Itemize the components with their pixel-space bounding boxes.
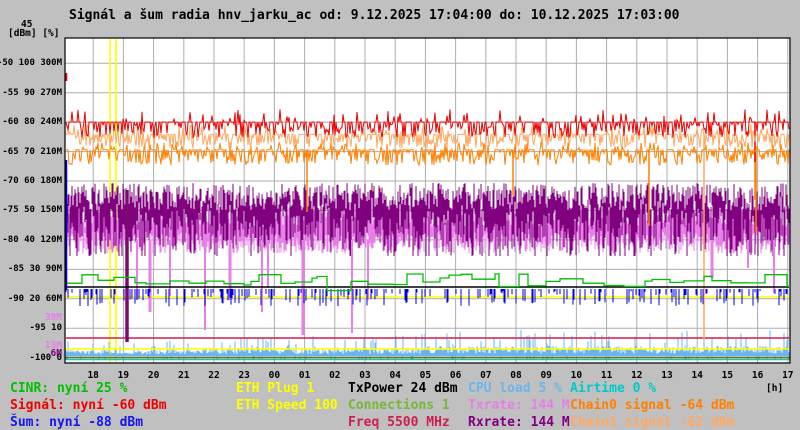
x-axis-hour-label: 21 xyxy=(178,370,190,381)
y-axis-row: -75 50 150M xyxy=(2,205,62,216)
legend-rxrate: Rxrate: 144 M xyxy=(468,415,570,430)
legend-chain0: Chain0 signal -64 dBm xyxy=(570,398,735,413)
x-axis-hour-label: 02 xyxy=(329,370,341,381)
y-axis-row: -90 20 60M xyxy=(7,293,62,304)
x-axis-hour-label: 23 xyxy=(238,370,250,381)
legend-connections: Connections 1 xyxy=(348,398,450,413)
legend-freq: Freq 5500 MHz xyxy=(348,415,450,430)
y-axis-row: -60 80 240M xyxy=(2,117,62,128)
legend-txrate: Txrate: 144 M xyxy=(468,398,570,413)
x-axis-hour-label: 13 xyxy=(661,370,673,381)
legend-signal: Signál: nyní -60 dBm xyxy=(10,398,167,413)
x-axis-hour-label: 01 xyxy=(298,370,311,381)
x-axis-hour-label: 00 xyxy=(268,370,281,381)
y-axis-row: -100 0 xyxy=(29,352,62,363)
y-axis-row: -55 90 270M xyxy=(2,87,62,98)
legend-cpu-load: CPU load 5 % xyxy=(468,381,562,396)
y-axis-extra-label: 13M xyxy=(44,340,62,351)
y-axis-row: -50 100 300M xyxy=(0,58,62,69)
x-axis-hour-label: 03 xyxy=(359,370,371,381)
legend-airtime: Airtime 0 % xyxy=(570,381,657,396)
x-axis-hour-label: 14 xyxy=(691,370,703,381)
y-axis-top-value: 45 xyxy=(21,19,33,30)
y-axis-extra-label: 6M xyxy=(50,348,62,359)
legend-noise: Šum: nyní -88 dBm xyxy=(10,415,144,430)
legend-eth-plug: ETH Plug 1 xyxy=(236,381,315,396)
x-axis-hour-label: 07 xyxy=(480,370,492,381)
y-axis-row: -95 10 xyxy=(29,323,62,334)
legend-cinr: CINR: nyní 25 % xyxy=(10,381,128,396)
x-axis-hour-label: 08 xyxy=(510,370,522,381)
x-axis-hour-label: 05 xyxy=(419,370,432,381)
x-axis-hour-label: 19 xyxy=(117,370,130,381)
x-axis-hour-label: 16 xyxy=(751,370,764,381)
y-axis-extra-label: 39M xyxy=(44,312,62,323)
legend-eth-speed: ETH Speed 100 xyxy=(236,398,338,413)
x-axis-hour-label: 18 xyxy=(87,370,99,381)
chart-title: Signál a šum radia hnv_jarku_ac od: 9.12… xyxy=(69,8,680,23)
x-axis-hour-label: 04 xyxy=(389,370,401,381)
y-axis-row: -70 60 180M xyxy=(2,176,62,186)
legend-chain1: Chain1 signal -62 dBm xyxy=(570,415,735,430)
x-axis-hour-label: 12 xyxy=(631,370,643,381)
x-axis-hour-label: 20 xyxy=(147,370,160,381)
x-axis-hour-label: 06 xyxy=(449,370,462,381)
y-axis-unit-label: [dBm] [%] xyxy=(8,28,60,39)
x-axis-hour-label: 10 xyxy=(570,370,583,381)
x-axis-hour-label: 22 xyxy=(208,370,220,381)
y-axis-row: -65 70 210M xyxy=(2,146,62,157)
y-axis-row: -85 30 90M xyxy=(7,264,62,275)
x-axis-hour-label: 09 xyxy=(540,370,552,381)
x-axis-hour-label: 11 xyxy=(600,370,613,381)
legend-txpower: TxPower 24 dBm xyxy=(348,381,458,396)
x-axis-hour-label: 15 xyxy=(721,370,734,381)
x-axis-hour-label: 17 xyxy=(782,370,794,381)
y-axis-row: -80 40 120M xyxy=(2,234,62,245)
x-axis-unit-label: [h] xyxy=(766,383,784,394)
